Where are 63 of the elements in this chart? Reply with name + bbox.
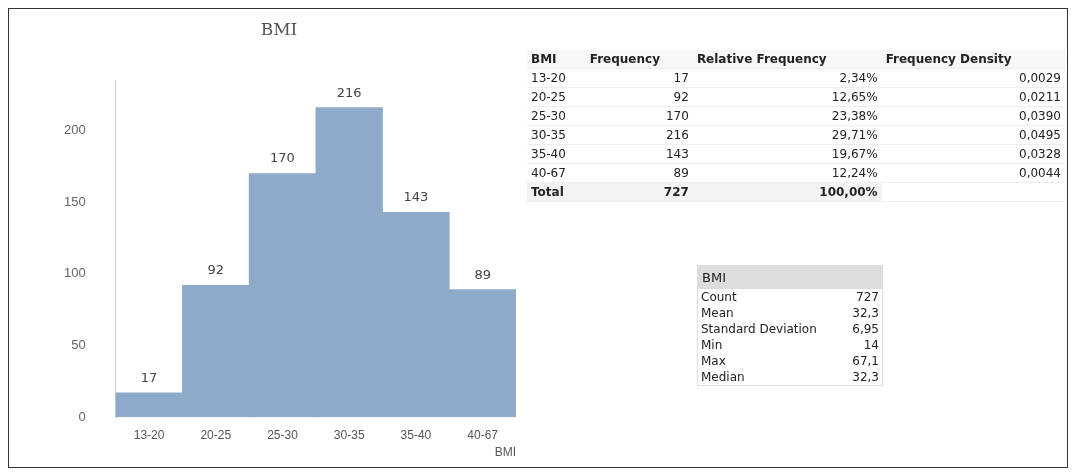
- category-label: Min: [700, 337, 724, 353]
- category-label: Count: [700, 289, 738, 305]
- text: BMI: [527, 50, 586, 69]
- category-label: Total: [527, 182, 586, 202]
- data-label: 100,00%: [692, 182, 882, 202]
- data-label: 12,65%: [692, 87, 882, 107]
- y-tick-label: 150: [63, 193, 86, 209]
- data-label: 29,71%: [692, 125, 882, 145]
- data-label: 32,3: [851, 369, 880, 386]
- x-tick-label: 30-35: [333, 427, 365, 442]
- data-label: 727: [585, 182, 693, 202]
- data-label: 92: [207, 262, 225, 278]
- y-tick-label: 100: [63, 265, 86, 281]
- text: BMI: [697, 265, 883, 289]
- text: Frequency Density: [881, 50, 1065, 69]
- data-label: 0,0211: [881, 87, 1065, 107]
- data-label: 0,0029: [881, 68, 1065, 88]
- category-label: Standard Deviation: [700, 321, 818, 337]
- data-label: 2,34%: [692, 68, 882, 88]
- category-label: 40-67: [527, 163, 586, 183]
- x-axis-title: BMI: [494, 445, 516, 460]
- data-label: 143: [585, 144, 693, 164]
- x-tick-label: 35-40: [400, 427, 432, 442]
- data-label: 216: [585, 125, 693, 145]
- x-tick-label: 13-20: [133, 427, 165, 442]
- category-label: Max: [700, 353, 727, 369]
- category-label: Mean: [700, 305, 735, 321]
- x-tick-label: 20-25: [200, 427, 232, 442]
- data-label: 89: [474, 266, 491, 282]
- category-label: 13-20: [527, 68, 586, 88]
- data-label: 14: [862, 337, 880, 353]
- data-label: 12,24%: [692, 163, 882, 183]
- data-label: 0,0328: [881, 144, 1065, 164]
- data-label: 89: [585, 163, 693, 183]
- data-label: 19,67%: [692, 144, 882, 164]
- category-label: 20-25: [527, 87, 586, 107]
- data-label: 17: [585, 68, 693, 88]
- y-tick-label: 0: [78, 408, 86, 424]
- data-label: 0,0495: [881, 125, 1065, 145]
- data-label: 32,3: [851, 305, 880, 321]
- data-label: 67,1: [851, 353, 880, 369]
- data-label: 23,38%: [692, 106, 882, 126]
- x-tick-label: 40-67: [467, 427, 499, 442]
- data-label: 92: [585, 87, 693, 107]
- category-label: Median: [700, 369, 746, 386]
- data-label: 17: [140, 369, 158, 385]
- data-label: 0,0044: [881, 163, 1065, 183]
- data-label: 170: [585, 106, 693, 126]
- data-label: 0,0390: [881, 106, 1065, 126]
- category-label: 35-40: [527, 144, 586, 164]
- legend-label: Frequency: [585, 50, 693, 69]
- chart-title: BMI: [260, 18, 298, 39]
- y-tick-label: 50: [71, 337, 86, 353]
- data-label: 170: [270, 150, 295, 166]
- y-tick-label: 200: [63, 122, 86, 138]
- data-label: 216: [336, 84, 362, 100]
- text: Relative Frequency: [692, 50, 882, 69]
- category-label: 30-35: [527, 125, 586, 145]
- data-label: 727: [855, 289, 880, 305]
- data-label: 143: [403, 189, 429, 205]
- data-label: 6,95: [851, 321, 880, 337]
- x-tick-label: 25-30: [267, 427, 299, 442]
- category-label: 25-30: [527, 106, 586, 126]
